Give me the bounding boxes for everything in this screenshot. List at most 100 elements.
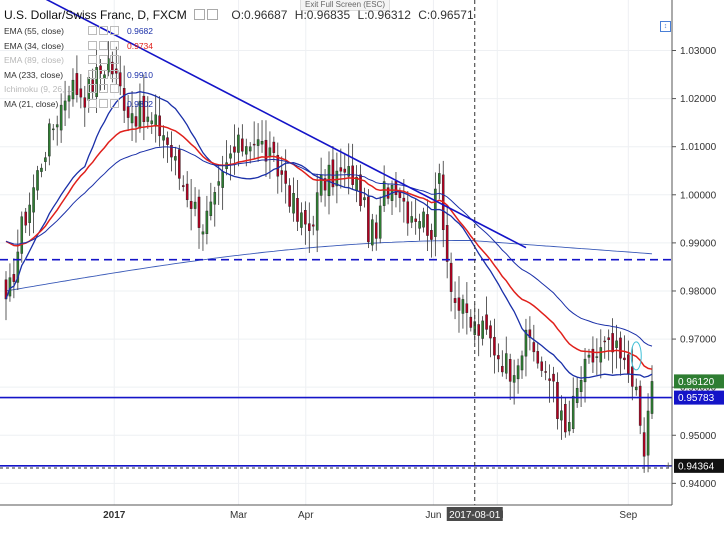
candle-body	[473, 321, 477, 335]
close-icon[interactable]	[110, 98, 119, 108]
price-tick-label: 1.03000	[680, 46, 717, 57]
candle-body	[583, 358, 587, 383]
indicator-label: EMA (55, close)	[4, 26, 64, 36]
candle-body	[445, 225, 449, 262]
candle-body	[323, 178, 327, 191]
candle-body	[457, 297, 461, 311]
candle-body	[347, 166, 350, 177]
time-axis[interactable]: 2017MarAprJunJulSep2017-08-01	[0, 504, 725, 543]
candle-body	[627, 354, 630, 374]
candle-body	[12, 274, 16, 282]
hide-icon[interactable]	[194, 9, 206, 20]
price-tick-label: 0.94000	[680, 479, 717, 490]
indicator-row[interactable]: MA (233, close) 0.9910	[4, 68, 153, 83]
indicator-label: MA (21, close)	[4, 98, 59, 109]
candle-body	[217, 181, 220, 186]
candle-body	[406, 201, 410, 224]
candle-body	[536, 351, 540, 364]
candle-body	[359, 174, 362, 206]
candle-body	[40, 167, 43, 172]
candle-body	[142, 95, 146, 123]
settings-icon[interactable]	[99, 98, 108, 108]
candle-body	[311, 224, 315, 227]
indicator-row[interactable]: EMA (55, close) 0.9682	[4, 24, 153, 39]
settings-icon[interactable]	[99, 69, 108, 79]
candle-body	[414, 218, 417, 222]
candle-body	[564, 404, 567, 433]
open-value: O:0.96687	[231, 8, 288, 22]
candle-body	[556, 381, 559, 420]
time-axis-bg	[0, 505, 725, 543]
candle-body	[453, 298, 457, 303]
candle-body	[304, 210, 307, 225]
candle-body	[8, 277, 12, 297]
price-tags: 0.96120 0.95783 0.94364	[674, 374, 724, 473]
plus-icon[interactable]: +	[665, 460, 672, 472]
candle-body	[237, 134, 240, 153]
settings-icon[interactable]	[99, 84, 108, 93]
time-tick-label: Sep	[619, 510, 637, 521]
indicator-row[interactable]: EMA (34, close) 0.9734	[4, 39, 153, 54]
candle-body	[560, 410, 563, 421]
candle-body	[150, 120, 154, 124]
close-value: C:0.96571	[418, 8, 474, 22]
price-tag-label: 0.95783	[678, 393, 715, 404]
price-axis[interactable]: 0.940000.950000.960000.970000.980000.990…	[671, 0, 725, 543]
trendline-layer	[45, 0, 642, 371]
eye-icon[interactable]	[88, 98, 97, 108]
candle-body	[178, 149, 181, 179]
candle-body	[631, 366, 634, 387]
exit-fullscreen-button[interactable]: Exit Full Screen (ESC)	[300, 0, 391, 11]
ma-233-line	[5, 240, 653, 292]
settings-icon[interactable]	[99, 55, 108, 64]
candle-body	[410, 216, 413, 223]
candle-body	[221, 171, 224, 188]
candle-body	[181, 185, 185, 187]
close-icon[interactable]	[110, 84, 119, 93]
candle-body	[438, 173, 441, 184]
low-value: L:0.96312	[357, 8, 411, 22]
candle-body	[540, 361, 543, 371]
candle-body	[126, 106, 130, 118]
candle-body	[138, 100, 142, 129]
settings-icon[interactable]	[207, 9, 219, 20]
candle-body	[532, 342, 536, 353]
indicator-row[interactable]: EMA (89, close)	[4, 53, 153, 68]
close-icon[interactable]	[110, 55, 119, 64]
indicator-legend: EMA (55, close) 0.9682 EMA (34, close) 0.97…	[4, 24, 153, 111]
close-icon[interactable]	[110, 40, 119, 50]
candle-body	[118, 72, 122, 87]
indicator-value: 0.9734	[127, 40, 153, 51]
settings-icon[interactable]	[99, 40, 108, 50]
candle-body	[48, 123, 51, 157]
candle-body	[170, 145, 173, 158]
price-tick-label: 0.99000	[680, 238, 717, 249]
highlight-ellipse	[630, 341, 642, 371]
eye-icon[interactable]	[88, 69, 97, 79]
price-tag-bg	[674, 390, 724, 405]
eye-icon[interactable]	[88, 26, 97, 35]
candle-body	[642, 432, 646, 457]
indicator-row[interactable]: MA (21, close) 0.9802	[4, 97, 153, 112]
scale-toggle-icon[interactable]: ↕	[660, 21, 671, 32]
candle-body	[189, 200, 193, 209]
candle-body	[378, 205, 382, 239]
candle-body	[398, 191, 402, 198]
eye-icon[interactable]	[88, 40, 97, 50]
close-icon[interactable]	[110, 69, 119, 79]
eye-icon[interactable]	[88, 84, 97, 93]
close-icon[interactable]	[110, 26, 119, 35]
candle-body	[426, 214, 429, 236]
settings-icon[interactable]	[99, 26, 108, 35]
eye-icon[interactable]	[88, 55, 97, 64]
price-tag-bg	[674, 458, 724, 473]
candle-body	[319, 174, 323, 196]
candle-body	[229, 153, 232, 159]
candle-body	[300, 212, 303, 228]
price-tag-label: 0.96120	[678, 377, 715, 388]
candle-body	[115, 68, 118, 74]
candle-body	[233, 146, 236, 153]
horizontal-levels	[0, 0, 672, 505]
indicator-row[interactable]: Ichimoku (9, 26, ...	[4, 82, 153, 97]
